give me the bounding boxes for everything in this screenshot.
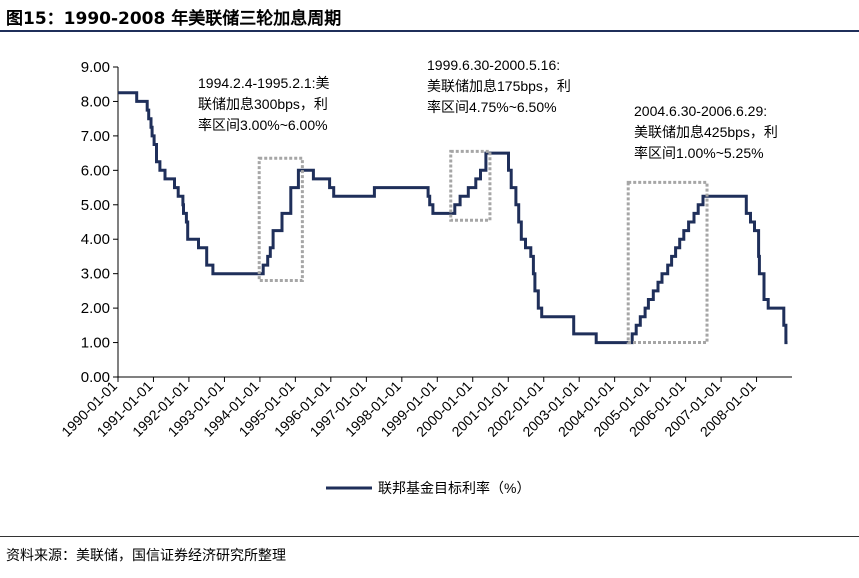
y-tick-label: 7.00	[81, 128, 110, 145]
y-tick-label: 5.00	[81, 197, 110, 214]
footer-divider	[0, 536, 859, 537]
annotation-box	[257, 156, 304, 283]
title-divider	[0, 30, 859, 32]
y-tick-label: 6.00	[81, 162, 110, 179]
source-note: 资料来源：美联储，国信证券经济研究所整理	[6, 548, 286, 564]
rate-line-chart: 0.00 1.00 2.00 3.00 4.00 5.00 6.00 7.00 8.00 9.00…	[58, 57, 792, 496]
page-title: 图15：1990-2008 年美联储三轮加息周期	[6, 9, 342, 29]
y-axis: 0.00 1.00 2.00 3.00 4.00 5.00 6.00 7.00 8.00 9.00	[81, 59, 119, 386]
annotation-text: 联储加息300bps，利	[198, 96, 328, 112]
annotation-box	[449, 149, 492, 222]
y-tick-label: 3.00	[81, 266, 110, 283]
x-axis: 1990-01-011991-01-011992-01-011993-01-01…	[58, 376, 792, 440]
y-tick-label: 1.00	[81, 335, 110, 352]
y-tick-label: 2.00	[81, 300, 110, 317]
series-line-fed-funds-rate	[118, 91, 788, 345]
annotation-text: 1994.2.4-1995.2.1:美	[198, 75, 330, 91]
y-tick-label: 4.00	[81, 231, 110, 248]
annotation-text: 美联储加息425bps，利	[634, 124, 778, 140]
y-tick-label: 8.00	[81, 93, 110, 110]
annotation-box	[626, 180, 709, 345]
annotation-text: 率区间3.00%~6.00%	[198, 117, 328, 133]
y-tick-label: 0.00	[81, 369, 110, 386]
annotation-text: 1999.6.30-2000.5.16:	[427, 57, 560, 73]
legend: 联邦基金目标利率（%）	[326, 480, 530, 496]
annotation-text: 率区间1.00%~5.25%	[634, 145, 764, 161]
annotation-text: 2004.6.30-2006.6.29:	[634, 103, 767, 119]
y-tick-label: 9.00	[81, 59, 110, 76]
annotation-layer: 1994.2.4-1995.2.1:美联储加息300bps，利率区间3.00%~…	[198, 57, 778, 345]
legend-label: 联邦基金目标利率（%）	[378, 480, 530, 496]
annotation-text: 美联储加息175bps，利	[427, 78, 571, 94]
annotation-text: 率区间4.75%~6.50%	[427, 99, 557, 115]
series-layer	[118, 91, 788, 345]
